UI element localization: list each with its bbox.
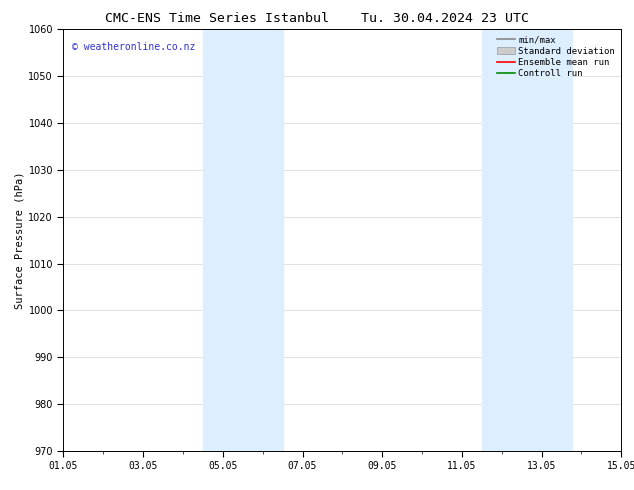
- Y-axis label: Surface Pressure (hPa): Surface Pressure (hPa): [14, 172, 24, 309]
- Bar: [203, 29, 233, 451]
- Legend: min/max, Standard deviation, Ensemble mean run, Controll run: min/max, Standard deviation, Ensemble me…: [495, 34, 617, 80]
- Bar: [233, 29, 283, 451]
- Bar: [522, 29, 571, 451]
- Text: CMC-ENS Time Series Istanbul    Tu. 30.04.2024 23 UTC: CMC-ENS Time Series Istanbul Tu. 30.04.2…: [105, 12, 529, 25]
- Text: © weatheronline.co.nz: © weatheronline.co.nz: [72, 42, 195, 52]
- Bar: [482, 29, 522, 451]
